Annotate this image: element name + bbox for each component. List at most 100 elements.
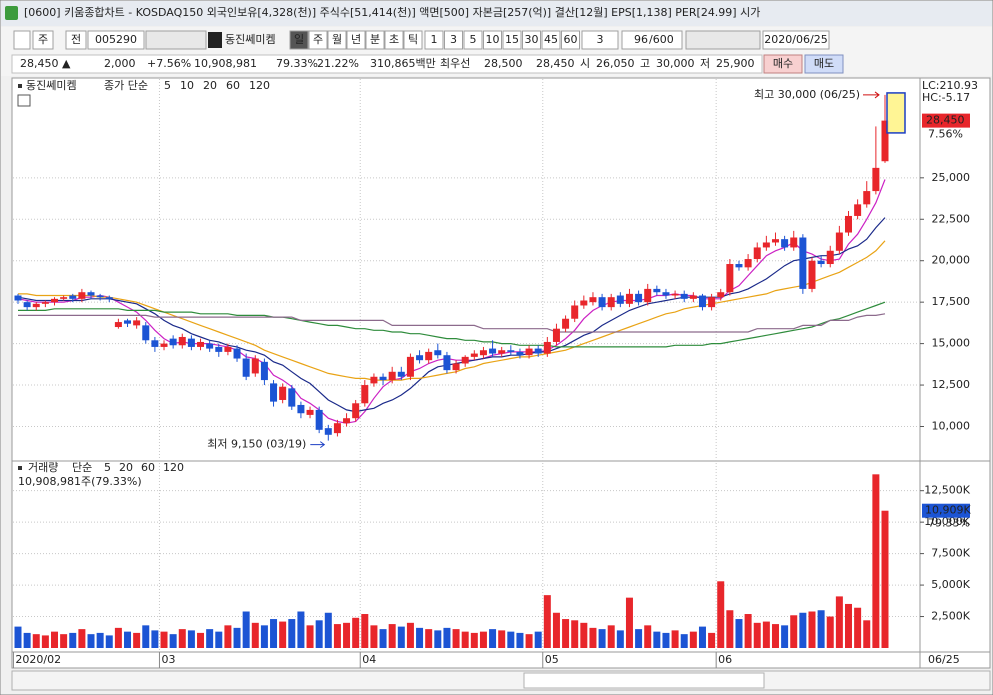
code-input-box[interactable] [87,30,145,50]
candle-body [224,346,232,352]
volume-ratio: 79.33% [928,517,970,530]
volume-bar [279,621,287,648]
volume-bar [863,620,871,648]
interval-button-box[interactable] [522,30,541,50]
period-button-box[interactable] [346,30,366,50]
volume-bar [635,629,643,648]
volume-bar [260,625,268,648]
candle-body [808,260,816,289]
period-button-box[interactable] [384,30,404,50]
volume-bar [598,629,606,648]
candle-body [279,386,287,400]
interval-button-box[interactable] [502,30,522,50]
volume-bar [343,622,351,648]
high-annotation: 최고 30,000 (06/25) [754,88,860,101]
date-input: 2020/06/25 [764,33,827,46]
candle-body [479,350,487,356]
candle-body [844,215,852,233]
period-button-box[interactable] [327,30,347,50]
volume-bar [51,631,59,648]
high-arrow [863,91,880,99]
app-icon [5,6,18,20]
period-button-box[interactable] [289,30,309,50]
shown-box[interactable] [621,30,683,50]
volume-bar [96,632,104,648]
volume-bar [160,631,168,648]
candle-body [771,239,779,243]
low-arrow [310,441,326,448]
legend-ma: 5 [164,79,171,92]
candle-body [516,351,524,356]
quote-item: 고 [640,57,650,70]
x-tick-label: 2020/02 [15,653,61,666]
period-button: 일 [294,32,304,46]
volume-bar [562,619,570,648]
volume-bar [580,622,588,648]
interval-button: 10 [486,33,500,46]
legend-ma: 60 [226,79,240,92]
volume-legend-ma: 20 [119,461,133,474]
volume-bar [854,607,862,648]
candle-body [507,350,515,352]
legend-marker [18,84,22,88]
volume-bar [288,619,296,648]
candle-body [69,295,77,299]
date-input-box[interactable] [762,30,830,50]
period-button-box[interactable] [308,30,328,50]
y-tick-label: 15,000 [932,337,971,350]
table-icon[interactable] [17,94,31,107]
chart-icons[interactable] [685,30,761,50]
layout-button[interactable] [13,30,31,50]
candle-body [698,295,706,308]
y-tick-label: 20,000 [932,254,971,267]
interval-button-box[interactable] [463,30,483,50]
prev-button-box[interactable] [65,30,87,50]
volume-bar [197,632,205,648]
candle-body [580,300,588,306]
legend-ma: 10 [180,79,194,92]
scrollbar[interactable] [11,670,991,691]
volume-bar [169,634,177,648]
interval-button-box[interactable] [541,30,561,50]
sell-box[interactable] [804,54,844,74]
period-button: 초 [389,33,399,46]
candle-body [142,325,150,341]
volume-bar [680,634,688,648]
volume-bar [151,630,159,648]
interval-button-box[interactable] [444,30,463,50]
unit-button-box[interactable] [32,30,54,50]
count-box-box[interactable] [581,30,619,50]
quote-item: 79.33% [276,57,318,70]
tool-icons[interactable] [145,30,207,50]
period-button-box[interactable] [403,30,423,50]
y-tick-label: 12,500K [924,484,970,497]
volume-bar [23,632,31,648]
buy-box[interactable] [763,54,803,74]
volume-bar [124,631,132,648]
volume-bar [552,612,560,648]
legend-ma-label: 종가 단순 [104,79,148,92]
candle-body [288,388,296,407]
candle-body [434,350,442,356]
period-button-box[interactable] [365,30,385,50]
y-tick-label: 12,500 [932,378,971,391]
candle-body [78,292,86,299]
candle-body [726,264,734,293]
volume-bar [744,614,752,648]
candle-body [178,336,186,346]
badge-box [208,32,222,48]
sell-button: 매도 [814,57,834,70]
interval-button-box[interactable] [561,30,580,50]
interval-button-box[interactable] [483,30,502,50]
last-volume-box [922,503,970,518]
candle-body [671,293,679,296]
x-tick-label: 06 [718,653,732,666]
volume-legend-ma: 60 [141,461,155,474]
lc-label: LC:210.93 [922,79,978,92]
volume-bar [726,610,734,648]
legend-marker [18,466,22,470]
interval-button: 45 [544,33,558,46]
scroll-controls[interactable] [523,672,765,689]
last-price-box [922,113,970,128]
interval-button-box[interactable] [424,30,444,50]
